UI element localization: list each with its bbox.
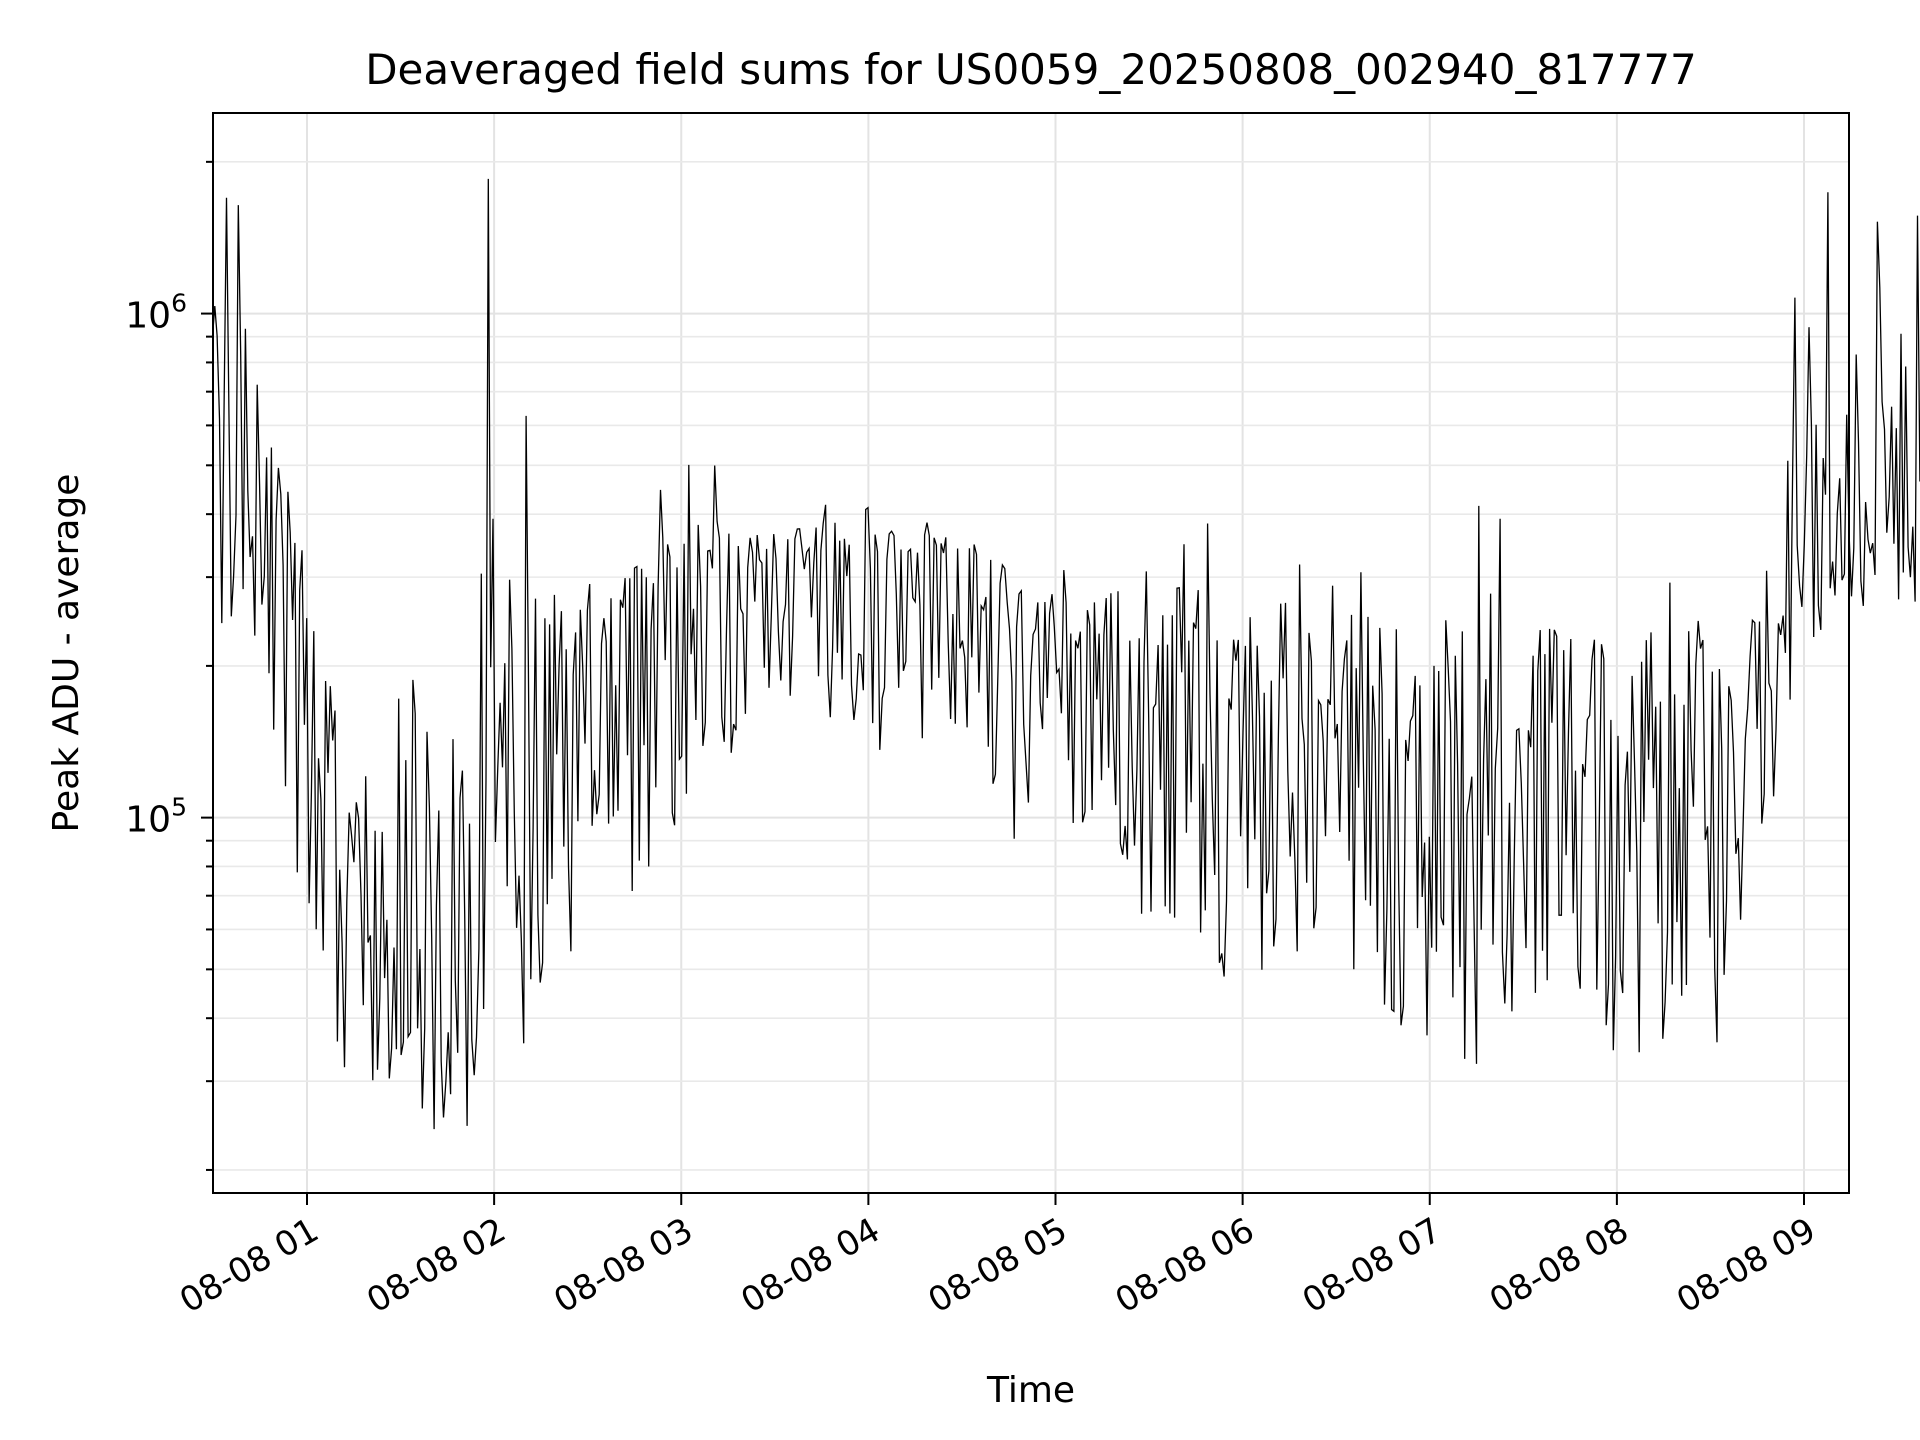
x-axis-label: Time — [986, 1370, 1075, 1411]
y-tick-exponent: 6 — [171, 289, 187, 318]
y-tick-base: 10 — [125, 296, 171, 337]
series-layer — [211, 178, 1920, 1130]
grid — [213, 113, 1849, 1193]
chart-title: Deaveraged field sums for US0059_2025080… — [365, 45, 1697, 94]
y-tick-label: 106 — [125, 289, 187, 337]
y-axis-label: Peak ADU - average — [46, 474, 87, 833]
series-line — [211, 178, 1920, 1130]
y-tick-base: 10 — [125, 800, 171, 841]
y-tick-label: 105 — [125, 793, 187, 841]
plot-frame — [212, 112, 1850, 1194]
y-tick-exponent: 5 — [171, 793, 187, 822]
